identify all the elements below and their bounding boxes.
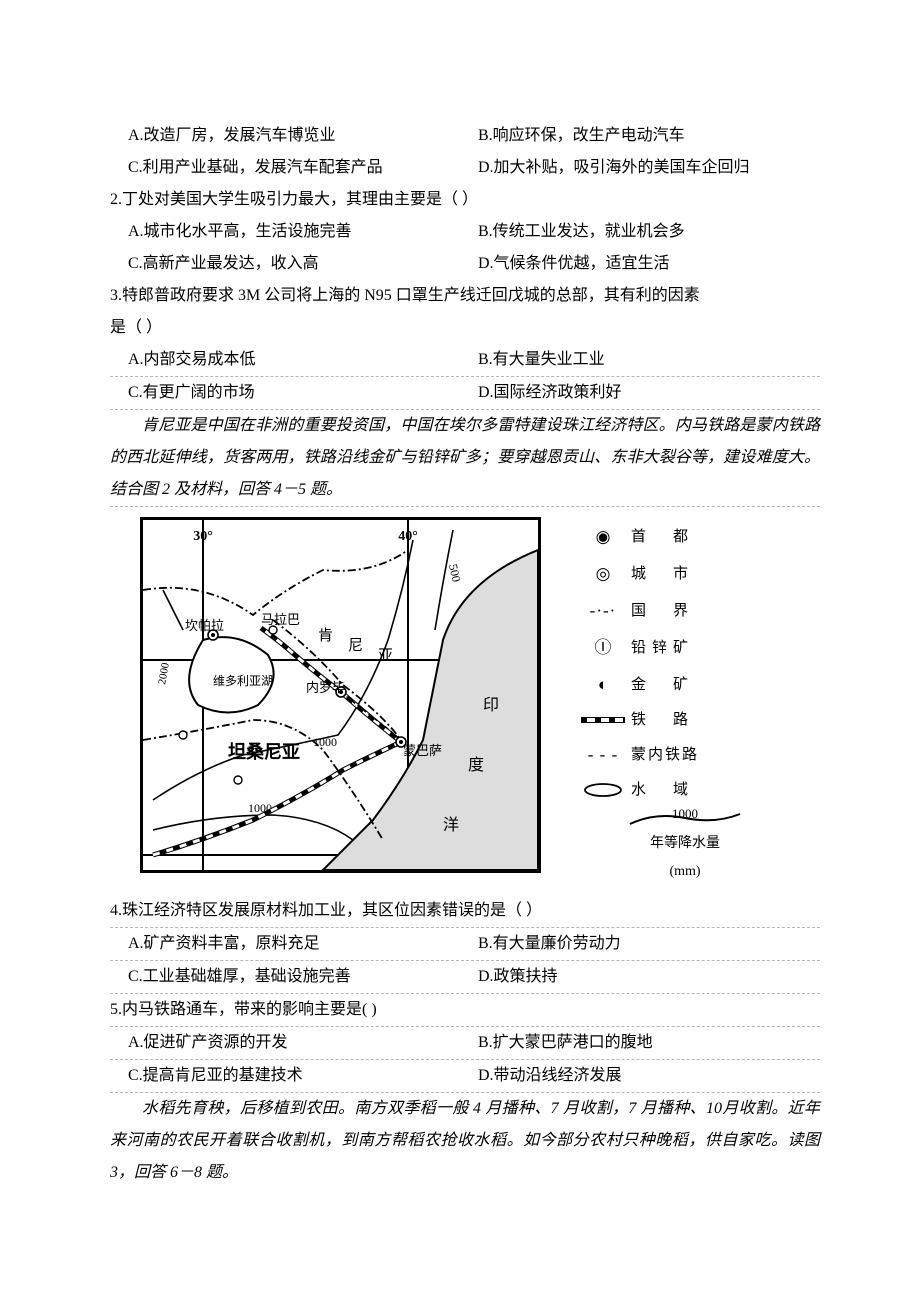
legend-water: 水 域 <box>575 775 795 805</box>
city-kampala: 坎帕拉 <box>185 618 224 633</box>
q4-opt-b: B.有大量廉价劳动力 <box>478 928 820 960</box>
q5-stem: 5.内马铁路通车，带来的影响主要是( ) <box>110 994 820 1027</box>
ocean-1: 印 <box>483 696 499 714</box>
legend-mnrail: - - - 蒙内铁路 <box>575 738 795 772</box>
map-legend: ◉ 首 都 ◎ 城 市 -·-· 国 界 Ⓘ 铅锌矿 ◐ 金 矿 <box>575 517 795 889</box>
city-malaba: 马拉巴 <box>261 612 300 627</box>
q3-stem-2: 是（ ） <box>110 312 820 344</box>
isoline-icon: 1000 <box>625 808 745 830</box>
q4-row-cd: C.工业基础雄厚，基础设施完善 D.政策扶持 <box>110 961 820 994</box>
q1-row-ab: A.改造厂房，发展汽车博览业 B.响应环保，改生产电动汽车 <box>110 120 820 152</box>
q3-row-cd: C.有更广阔的市场 D.国际经济政策利好 <box>110 377 820 410</box>
q1-opt-b: B.响应环保，改生产电动汽车 <box>478 120 820 152</box>
map-svg: 30° 40° 0° 10° 500 2000 1000 1000 <box>143 520 538 870</box>
q2-row-cd: C.高新产业最发达，收入高 D.气候条件优越，适宜生活 <box>110 248 820 280</box>
legend-pbzn: Ⓘ 铅锌矿 <box>575 631 795 665</box>
legend-rail: 铁 路 <box>575 705 795 735</box>
lon-40: 40° <box>398 529 418 544</box>
city-icon: ◎ <box>575 557 631 591</box>
legend-gold: ◐ 金 矿 <box>575 668 795 702</box>
country-kenya-3: 亚 <box>378 648 393 664</box>
q2-stem: 2.丁处对美国大学生吸引力最大，其理由主要是（ ） <box>110 184 820 216</box>
q1-opt-a: A.改造厂房，发展汽车博览业 <box>128 120 478 152</box>
city-nairobi: 内罗毕 <box>306 680 345 695</box>
ocean-2: 度 <box>468 756 484 774</box>
q5-opt-a: A.促进矿产资源的开发 <box>128 1027 478 1059</box>
figure-2: 30° 40° 0° 10° 500 2000 1000 1000 <box>140 517 820 889</box>
q1-opt-d: D.加大补贴，吸引海外的美国车企回归 <box>478 152 820 184</box>
iso-1000a: 1000 <box>313 735 337 749</box>
q4-opt-d: D.政策扶持 <box>478 961 820 993</box>
pbzn-icon: Ⓘ <box>575 631 631 665</box>
legend-border: -·-· 国 界 <box>575 594 795 628</box>
q3-row-ab: A.内部交易成本低 B.有大量失业工业 <box>110 344 820 377</box>
country-kenya-1: 肯 <box>318 627 333 644</box>
gold-icon: ◐ <box>575 668 631 702</box>
q3-opt-c: C.有更广阔的市场 <box>128 377 478 409</box>
q5-row-ab: A.促进矿产资源的开发 B.扩大蒙巴萨港口的腹地 <box>110 1027 820 1060</box>
q5-opt-d: D.带动沿线经济发展 <box>478 1060 820 1092</box>
q4-stem: 4.珠江经济特区发展原材料加工业，其区位因素错误的是（ ） <box>110 895 820 928</box>
q2-opt-b: B.传统工业发达，就业机会多 <box>478 216 820 248</box>
q3-opt-a: A.内部交易成本低 <box>128 344 478 376</box>
ocean-3: 洋 <box>443 816 459 834</box>
mnrail-icon: - - - <box>575 738 631 772</box>
q5-opt-b: B.扩大蒙巴萨港口的腹地 <box>478 1027 820 1059</box>
water-icon <box>575 782 631 798</box>
map-kenya: 30° 40° 0° 10° 500 2000 1000 1000 <box>140 517 541 873</box>
q2-opt-c: C.高新产业最发达，收入高 <box>128 248 478 280</box>
q3-opt-d: D.国际经济政策利好 <box>478 377 820 409</box>
country-kenya-2: 尼 <box>348 637 363 654</box>
passage-1: 肯尼亚是中国在非洲的重要投资国，中国在埃尔多雷特建设珠江经济特区。内马铁路是蒙内… <box>110 410 820 507</box>
legend-isoline: 1000 年等降水量 (mm) <box>575 808 795 886</box>
q4-opt-c: C.工业基础雄厚，基础设施完善 <box>128 961 478 993</box>
exam-page: A.改造厂房，发展汽车博览业 B.响应环保，改生产电动汽车 C.利用产业基础，发… <box>0 0 920 1289</box>
border-icon: -·-· <box>575 594 631 628</box>
city-mombasa: 蒙巴萨 <box>403 743 442 758</box>
passage-2: 水稻先育秧，后移植到农田。南方双季稻一般 4 月播种、7 月收割，7 月播种、1… <box>110 1093 820 1189</box>
q4-row-ab: A.矿产资料丰富，原料充足 B.有大量廉价劳动力 <box>110 928 820 961</box>
iso-500: 500 <box>446 563 463 584</box>
q5-opt-c: C.提高肯尼亚的基建技术 <box>128 1060 478 1092</box>
q3-stem-1: 3.特郎普政府要求 3M 公司将上海的 N95 口罩生产线迁回戊城的总部，其有利… <box>110 280 820 312</box>
legend-city: ◎ 城 市 <box>575 557 795 591</box>
country-tanzania: 坦桑尼亚 <box>228 742 300 762</box>
legend-capital: ◉ 首 都 <box>575 520 795 554</box>
svg-text:1000: 1000 <box>672 808 698 821</box>
q2-opt-d: D.气候条件优越，适宜生活 <box>478 248 820 280</box>
iso-2000: 2000 <box>156 661 172 685</box>
q2-row-ab: A.城市化水平高，生活设施完善 B.传统工业发达，就业机会多 <box>110 216 820 248</box>
q1-opt-c: C.利用产业基础，发展汽车配套产品 <box>128 152 478 184</box>
q4-opt-a: A.矿产资料丰富，原料充足 <box>128 928 478 960</box>
lake-victoria: 维多利亚湖 <box>213 673 273 688</box>
q3-opt-b: B.有大量失业工业 <box>478 344 820 376</box>
rail-icon <box>575 715 631 725</box>
q5-row-cd: C.提高肯尼亚的基建技术 D.带动沿线经济发展 <box>110 1060 820 1093</box>
q2-opt-a: A.城市化水平高，生活设施完善 <box>128 216 478 248</box>
lon-30: 30° <box>193 529 213 544</box>
capital-icon: ◉ <box>575 520 631 554</box>
q1-row-cd: C.利用产业基础，发展汽车配套产品 D.加大补贴，吸引海外的美国车企回归 <box>110 152 820 184</box>
